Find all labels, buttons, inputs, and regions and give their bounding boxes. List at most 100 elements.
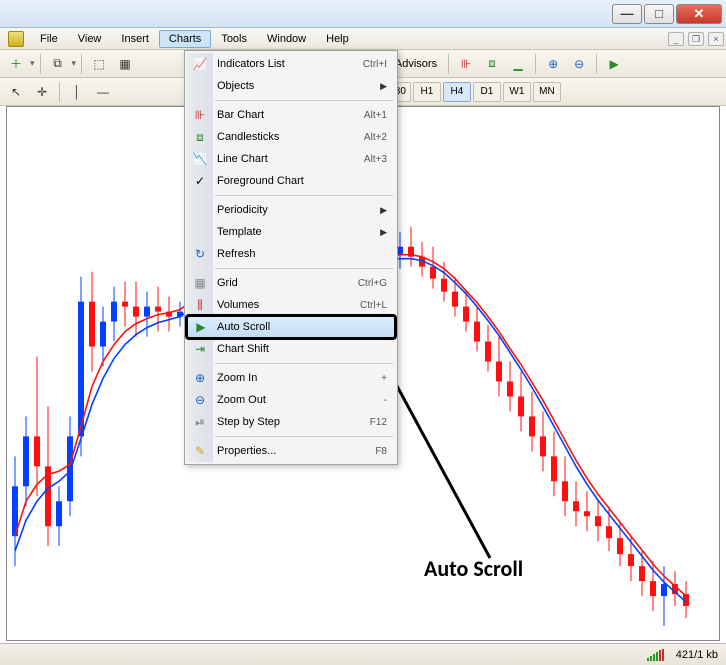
- status-bar: 421/1 kb: [0, 643, 726, 665]
- menuitem-indicators-list[interactable]: 📈 Indicators ListCtrl+I: [187, 53, 395, 75]
- menuitem-shortcut: Alt+2: [364, 132, 387, 143]
- menuitem-label: Template: [217, 226, 380, 238]
- menu-view[interactable]: View: [68, 30, 112, 48]
- zoom-in-icon: ⊕: [191, 369, 209, 387]
- menuitem-label: Candlesticks: [217, 131, 364, 143]
- objects-icon: [191, 77, 209, 95]
- timeframe-mn-button[interactable]: MN: [533, 82, 561, 102]
- menuitem-label: Zoom Out: [217, 394, 384, 406]
- menuitem-volumes[interactable]: ⫼VolumesCtrl+L: [187, 294, 395, 316]
- foreground-chart-icon: ✓: [191, 172, 209, 190]
- mdi-minimize-button[interactable]: _: [668, 32, 684, 46]
- timeframe-w1-button[interactable]: W1: [503, 82, 531, 102]
- menu-separator: [215, 100, 393, 101]
- profiles-button[interactable]: ⧉: [46, 53, 70, 75]
- chart-shift-icon: ⇥: [191, 340, 209, 358]
- app-icon: [8, 31, 24, 47]
- menuitem-auto-scroll[interactable]: ▶ Auto Scroll: [187, 316, 395, 338]
- menuitem-properties[interactable]: ✎ Properties...F8: [187, 440, 395, 462]
- menuitem-label: Refresh: [217, 248, 387, 260]
- menuitem-shortcut: Alt+3: [364, 154, 387, 165]
- connection-signal-icon: [647, 649, 664, 661]
- menuitem-shortcut: Alt+1: [364, 110, 387, 121]
- indicators-list-icon: 📈: [191, 55, 209, 73]
- menubar: FileViewInsertChartsToolsWindowHelp _ ❐ …: [0, 28, 726, 50]
- menuitem-objects[interactable]: Objects▶: [187, 75, 395, 97]
- step-by-step-icon: ⏯: [191, 413, 209, 431]
- submenu-arrow-icon: ▶: [380, 205, 387, 216]
- menuitem-periodicity[interactable]: Periodicity▶: [187, 199, 395, 221]
- menuitem-label: Bar Chart: [217, 109, 364, 121]
- menuitem-label: Zoom In: [217, 372, 381, 384]
- line-chart-button[interactable]: ▁: [506, 53, 530, 75]
- window-close-button[interactable]: ✕: [676, 4, 722, 24]
- menuitem-shortcut: F12: [370, 417, 387, 428]
- zoom-in-button[interactable]: ⊕: [541, 53, 565, 75]
- menuitem-grid[interactable]: ▦GridCtrl+G: [187, 272, 395, 294]
- menuitem-shortcut: F8: [375, 446, 387, 457]
- mdi-close-button[interactable]: ×: [708, 32, 724, 46]
- timeframe-h4-button[interactable]: H4: [443, 82, 471, 102]
- candle-chart-button[interactable]: ⧈: [480, 53, 504, 75]
- charts-menu-dropdown: 📈Indicators ListCtrl+IObjects▶⊪Bar Chart…: [184, 50, 398, 465]
- window-minimize-button[interactable]: —: [612, 4, 642, 24]
- menuitem-line-chart[interactable]: 📉 Line ChartAlt+3: [187, 148, 395, 170]
- menu-help[interactable]: Help: [316, 30, 359, 48]
- crosshair-tool-button[interactable]: ✛: [30, 81, 54, 103]
- auto-scroll-icon: ▶: [192, 318, 210, 336]
- mdi-restore-button[interactable]: ❐: [688, 32, 704, 46]
- properties-icon: ✎: [191, 442, 209, 460]
- menuitem-step-by-step[interactable]: ⏯Step by StepF12: [187, 411, 395, 433]
- network-traffic-label: 421/1 kb: [676, 649, 718, 661]
- bar-chart-icon: ⊪: [191, 106, 209, 124]
- menuitem-foreground-chart[interactable]: ✓Foreground Chart: [187, 170, 395, 192]
- menuitem-zoom-in[interactable]: ⊕ Zoom In+: [187, 367, 395, 389]
- menuitem-shortcut: -: [384, 395, 387, 406]
- menuitem-refresh[interactable]: ↻ Refresh: [187, 243, 395, 265]
- menuitem-shortcut: +: [381, 373, 387, 384]
- menu-tools[interactable]: Tools: [211, 30, 257, 48]
- menuitem-zoom-out[interactable]: ⊖Zoom Out-: [187, 389, 395, 411]
- template-icon: [191, 223, 209, 241]
- menu-insert[interactable]: Insert: [111, 30, 159, 48]
- window-titlebar: — □ ✕: [0, 0, 726, 28]
- menuitem-label: Indicators List: [217, 58, 363, 70]
- periodicity-icon: [191, 201, 209, 219]
- zoom-out-button[interactable]: ⊖: [567, 53, 591, 75]
- menuitem-label: Objects: [217, 80, 380, 92]
- menu-charts[interactable]: Charts: [159, 30, 211, 48]
- new-chart-button[interactable]: ＋: [4, 53, 28, 75]
- cursor-tool-button[interactable]: ↖: [4, 81, 28, 103]
- submenu-arrow-icon: ▶: [380, 227, 387, 238]
- menuitem-candlesticks[interactable]: ⧈ CandlesticksAlt+2: [187, 126, 395, 148]
- menuitem-label: Line Chart: [217, 153, 364, 165]
- menuitem-label: Auto Scroll: [217, 321, 386, 333]
- menuitem-label: Chart Shift: [217, 343, 387, 355]
- menu-file[interactable]: File: [30, 30, 68, 48]
- menuitem-bar-chart[interactable]: ⊪ Bar ChartAlt+1: [187, 104, 395, 126]
- submenu-arrow-icon: ▶: [380, 81, 387, 92]
- navigator-button[interactable]: ▦: [113, 53, 137, 75]
- grid-icon: ▦: [191, 274, 209, 292]
- timeframe-d1-button[interactable]: D1: [473, 82, 501, 102]
- menuitem-shortcut: Ctrl+I: [363, 59, 387, 70]
- autoscroll-button[interactable]: ▶: [602, 53, 626, 75]
- refresh-icon: ↻: [191, 245, 209, 263]
- line-chart-icon: 📉: [191, 150, 209, 168]
- menu-separator: [215, 363, 393, 364]
- bar-chart-button[interactable]: ⊪: [454, 53, 478, 75]
- menuitem-template[interactable]: Template▶: [187, 221, 395, 243]
- candlesticks-icon: ⧈: [191, 128, 209, 146]
- annotation-label: Auto Scroll: [424, 555, 523, 582]
- vline-tool-button[interactable]: │: [65, 81, 89, 103]
- volumes-icon: ⫼: [191, 296, 209, 314]
- menu-window[interactable]: Window: [257, 30, 316, 48]
- hline-tool-button[interactable]: —: [91, 81, 115, 103]
- window-maximize-button[interactable]: □: [644, 4, 674, 24]
- menuitem-label: Periodicity: [217, 204, 380, 216]
- menuitem-shortcut: Ctrl+L: [360, 300, 387, 311]
- menuitem-label: Properties...: [217, 445, 375, 457]
- menuitem-chart-shift[interactable]: ⇥ Chart Shift: [187, 338, 395, 360]
- market-watch-button[interactable]: ⬚: [87, 53, 111, 75]
- timeframe-h1-button[interactable]: H1: [413, 82, 441, 102]
